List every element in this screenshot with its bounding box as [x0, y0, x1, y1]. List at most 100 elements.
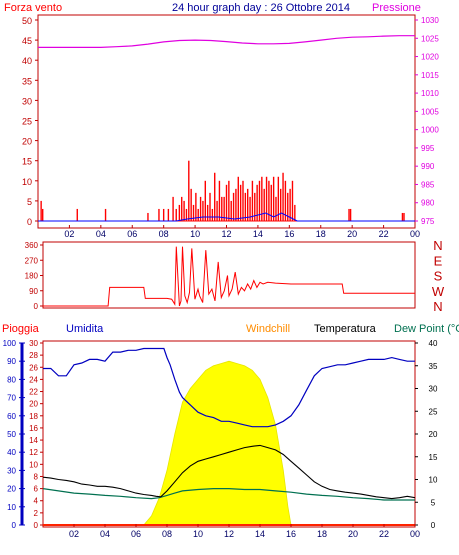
hour-label: 16	[284, 229, 294, 239]
humidity-tick-label: 50	[7, 430, 16, 439]
wind-axis-title: Forza vento	[4, 2, 62, 14]
humidity-tick-label: 60	[7, 412, 16, 421]
rain-tick-label: 26	[29, 363, 38, 372]
rain-tick-label: 10	[29, 460, 38, 469]
hour-label: 10	[193, 529, 203, 539]
pressure-tick-label: 1030	[421, 16, 439, 25]
humidity-tick-label: 100	[3, 339, 17, 348]
rain-tick-label: 14	[29, 436, 38, 445]
wind-tick-label: 0	[27, 217, 32, 227]
pressure-axis-title: Pressione	[372, 2, 421, 14]
legend-umidita: Umidita	[66, 323, 104, 335]
hour-label: 08	[159, 229, 169, 239]
hour-label: 00	[410, 229, 420, 239]
temperature-line	[42, 444, 416, 500]
hour-label: 06	[127, 229, 137, 239]
direction-tick-label: 360	[25, 241, 39, 250]
humidity-tick-label: 70	[7, 394, 16, 403]
direction-tick-label: 270	[25, 256, 39, 265]
direction-tick-label: 90	[29, 287, 38, 296]
direction-chart	[43, 246, 415, 307]
wind-tick-label: 5	[27, 197, 32, 207]
hour-label: 04	[96, 229, 106, 239]
humidity-tick-label: 30	[7, 466, 16, 475]
axes-layer: 0510152025303540455097598098599099510001…	[3, 16, 440, 539]
pressure-tick-label: 990	[421, 162, 435, 171]
rain-tick-label: 2	[34, 509, 39, 518]
temp-tick-label: 30	[429, 385, 438, 394]
hour-label: 18	[316, 229, 326, 239]
legend-temperatura: Temperatura	[314, 323, 377, 335]
wind-tick-label: 10	[22, 177, 32, 187]
graph-title: 24 hour graph day : 26 Ottobre 2014	[172, 2, 350, 14]
temp-tick-label: 35	[429, 362, 438, 371]
temp-tick-label: 0	[431, 521, 436, 530]
wind-tick-label: 35	[22, 76, 32, 86]
humidity-tick-label: 10	[7, 503, 16, 512]
legend-pioggia: Pioggia	[2, 323, 40, 335]
pressure-tick-label: 1025	[421, 34, 439, 43]
humidity-tick-label: 40	[7, 448, 16, 457]
temp-tick-label: 5	[431, 498, 436, 507]
rain-tick-label: 22	[29, 388, 38, 397]
pressure-tick-label: 1015	[421, 71, 439, 80]
solar-area	[142, 360, 292, 526]
humidity-tick-label: 80	[7, 375, 16, 384]
hour-label: 12	[221, 229, 231, 239]
wind-tick-label: 30	[22, 96, 32, 106]
pressure-tick-label: 1010	[421, 89, 439, 98]
humidity-tick-label: 90	[7, 357, 16, 366]
humidity-line	[43, 347, 415, 428]
rain-tick-label: 28	[29, 351, 38, 360]
rain-tick-label: 4	[34, 497, 39, 506]
hour-label: 20	[347, 229, 357, 239]
pressure-tick-label: 995	[421, 144, 435, 153]
rain-tick-label: 24	[29, 375, 38, 384]
rain-tick-label: 30	[29, 339, 38, 348]
pressure-tick-label: 975	[421, 217, 435, 226]
temp-tick-label: 15	[429, 453, 438, 462]
rain-tick-label: 20	[29, 400, 38, 409]
rain-tick-label: 8	[34, 472, 39, 481]
wind-tick-label: 20	[22, 137, 32, 147]
humidity-tick-label: 20	[7, 485, 16, 494]
wind-tick-label: 40	[22, 56, 32, 66]
hour-label: 18	[317, 529, 327, 539]
rain-tick-label: 16	[29, 424, 38, 433]
pressure-tick-label: 980	[421, 199, 435, 208]
temp-tick-label: 25	[429, 407, 438, 416]
wind-tick-label: 25	[22, 117, 32, 127]
hour-label: 08	[162, 529, 172, 539]
legend-dewpoint: Dew Point (°C	[394, 323, 459, 335]
hour-label: 22	[379, 529, 389, 539]
temp-tick-label: 10	[429, 476, 438, 485]
hour-label: 16	[286, 529, 296, 539]
compass-letter: N	[433, 238, 442, 253]
hour-label: 14	[253, 229, 263, 239]
hour-label: 22	[379, 229, 389, 239]
pressure-tick-label: 1005	[421, 107, 439, 116]
direction-tick-label: 180	[25, 272, 39, 281]
pressure-line	[38, 35, 415, 49]
wind-chart	[38, 35, 415, 222]
legend-windchill: Windchill	[246, 323, 290, 335]
hour-label: 20	[348, 529, 358, 539]
rain-tick-label: 0	[34, 521, 39, 530]
temp-tick-label: 40	[429, 339, 438, 348]
temp-tick-label: 20	[429, 430, 438, 439]
hour-label: 14	[255, 529, 265, 539]
hour-label: 10	[190, 229, 200, 239]
compass-letter: N	[433, 299, 442, 314]
pressure-tick-label: 1020	[421, 53, 439, 62]
hour-label: 06	[131, 529, 141, 539]
rain-tick-label: 6	[34, 485, 39, 494]
hour-label: 00	[410, 529, 420, 539]
compass-letter: E	[434, 253, 443, 268]
direction-line	[43, 246, 415, 307]
rain-tick-label: 12	[29, 448, 38, 457]
rain-tick-label: 18	[29, 412, 38, 421]
compass-letter: W	[432, 284, 445, 299]
pressure-tick-label: 985	[421, 180, 435, 189]
